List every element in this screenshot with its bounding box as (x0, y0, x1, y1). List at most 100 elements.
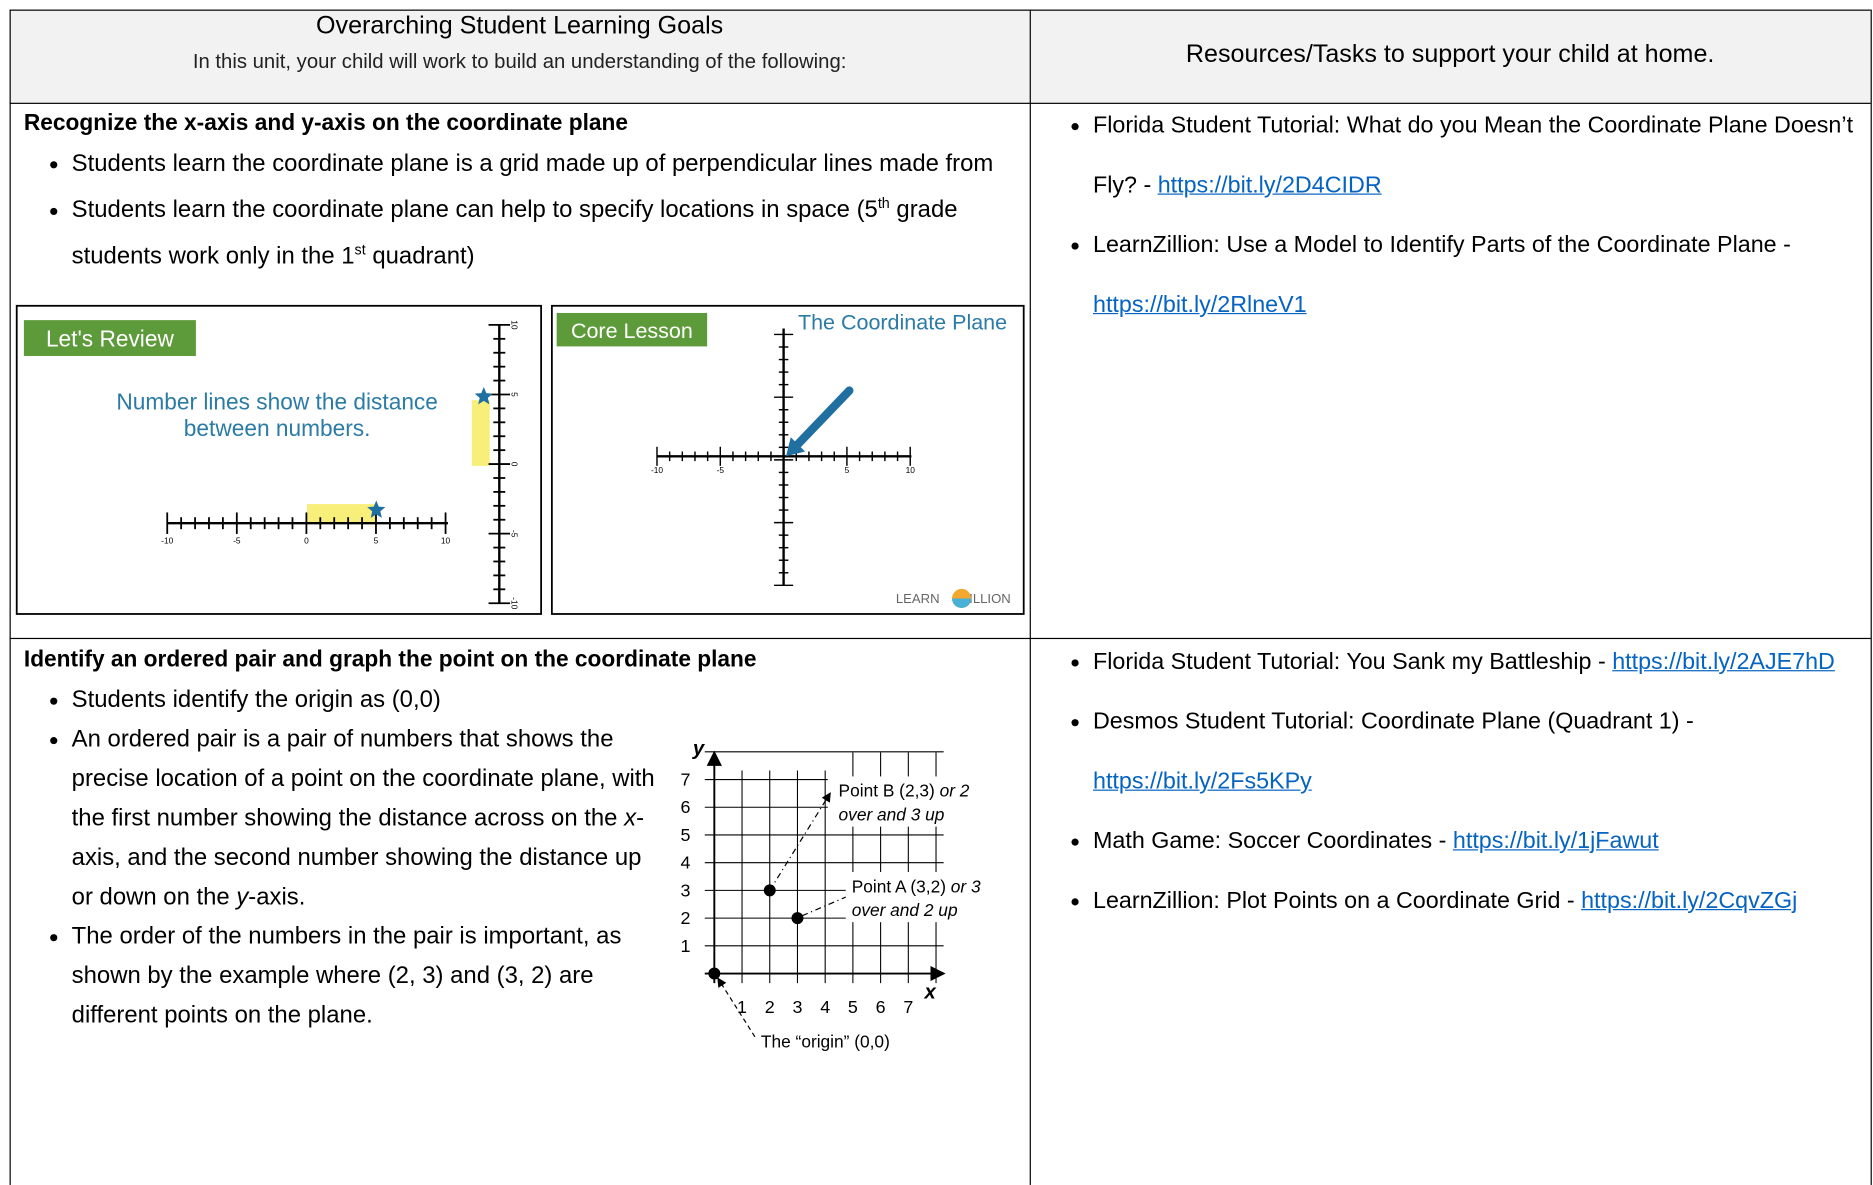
x-number: 7 (903, 997, 913, 1017)
goal-bullets: Students identify the origin as (0,0) An… (24, 681, 657, 1036)
number-line-label: 10 (441, 536, 451, 546)
bullet: An ordered pair is a pair of numbers tha… (72, 720, 657, 917)
highlight (471, 400, 490, 466)
resource-item: Desmos Student Tutorial: Coordinate Plan… (1093, 692, 1873, 811)
bullet-text: Students learn the coordinate plane is a… (71, 150, 994, 177)
header-title: Overarching Student Learning Goals (316, 11, 724, 40)
number-line-label: 0 (304, 536, 309, 546)
star (474, 387, 493, 405)
resource-link[interactable]: https://bit.ly/2AJE7hD (1612, 648, 1835, 675)
axis-label: -5 (717, 465, 725, 475)
resource-text: Florida Student Tutorial: You Sank my Ba… (1092, 648, 1613, 675)
caption: between numbers. (184, 415, 371, 441)
bullet-text: The order of the numbers in the pair is … (71, 923, 622, 1029)
number-line-label: 5 (374, 536, 379, 546)
point (791, 912, 804, 925)
number-line-label: -5 (233, 536, 241, 546)
leader (802, 896, 846, 917)
y-number: 3 (680, 880, 690, 900)
resource-link[interactable]: https://bit.ly/2CqvZGj (1581, 887, 1798, 914)
logo: LEARN ZILLION (896, 591, 1011, 606)
x-number: 4 (820, 997, 830, 1017)
point-label: Point B (2,3) or 2 (839, 781, 970, 801)
bullet-text: quadrant) (365, 242, 475, 270)
logo-text: ZILLION (961, 591, 1011, 606)
table-border (1870, 9, 1872, 1185)
y-number: 2 (680, 908, 690, 928)
bullet-text: Students identify the origin as (0,0) (71, 686, 441, 714)
table-border (9, 637, 1871, 640)
point-label: Point A (3,2) or 3 (852, 876, 981, 896)
table-border (9, 102, 1871, 104)
resource-text: LearnZillion: Use a Model to Identify Pa… (1092, 231, 1791, 259)
bullet-text: Students learn the coordinate plane can … (71, 196, 878, 223)
bullet-text: y (236, 883, 249, 911)
bullet: Students learn the coordinate plane can … (72, 184, 1016, 276)
badge (556, 312, 708, 347)
point-label-note: or 2 (940, 781, 970, 801)
number-line-label: -10 (509, 597, 519, 609)
badge (23, 320, 196, 356)
number-line-label: -5 (509, 530, 519, 538)
number-line-label: -10 (161, 536, 173, 546)
badge-text: Core Lesson (571, 319, 693, 343)
table-border (9, 9, 1871, 11)
bullet-text: grade students work only in the 1 (71, 196, 958, 270)
number-line-label: 0 (509, 462, 519, 467)
resource-text: Florida Student Tutorial: What do you Me… (1092, 112, 1854, 199)
resource-link[interactable]: https://bit.ly/2Fs5KPy (1092, 768, 1312, 795)
point-label-text: Point A (3,2) (852, 876, 946, 896)
logo-text: LEARN (896, 591, 940, 606)
resource-link[interactable]: https://bit.ly/2D4CIDR (1157, 172, 1382, 199)
origin-label: The “origin” (0,0) (761, 1032, 890, 1052)
point-label-text: Point B (2,3) (839, 781, 935, 801)
x-number: 1 (737, 997, 747, 1017)
label-backdrop (845, 871, 1011, 923)
y-number: 7 (680, 770, 690, 790)
bullet: Students learn the coordinate plane is a… (72, 145, 1016, 184)
axis-label: 5 (845, 465, 850, 475)
point-label-note: over and 2 up (852, 900, 958, 920)
axis-name: x (924, 982, 937, 1004)
resource-list: Florida Student Tutorial: What do you Me… (1045, 96, 1869, 335)
x-number: 6 (876, 997, 886, 1017)
y-number: 5 (680, 825, 690, 845)
resource-item: LearnZillion: Use a Model to Identify Pa… (1093, 215, 1869, 334)
point-label-note: over and 3 up (839, 805, 945, 825)
goal-bullets: Students learn the coordinate plane is a… (24, 145, 1015, 277)
x-number: 3 (792, 997, 802, 1017)
resource-text: LearnZillion: Plot Points on a Coordinat… (1092, 887, 1582, 914)
superscript: th (877, 194, 890, 212)
point (708, 967, 721, 980)
x-number: 2 (765, 997, 775, 1017)
number-line-label: 5 (509, 392, 519, 397)
header-background (9, 9, 1871, 103)
bullet-text: An ordered pair is a pair of numbers tha… (71, 726, 655, 832)
resource-list: Florida Student Tutorial: You Sank my Ba… (1045, 632, 1873, 931)
bullet-text: -axis, and the second number showing the… (71, 805, 645, 911)
logo-mark (952, 598, 972, 609)
leader (717, 977, 756, 1038)
header-subtitle: In this unit, your child will work to bu… (192, 50, 847, 73)
bullet: Students identify the origin as (0,0) (72, 681, 657, 720)
image-title: The Coordinate Plane (798, 311, 1007, 335)
goal-title: Recognize the x-axis and y-axis on the c… (23, 111, 629, 137)
resource-item: Florida Student Tutorial: You Sank my Ba… (1093, 632, 1873, 692)
star (367, 500, 386, 518)
badge-text: Let's Review (46, 325, 175, 351)
resource-link[interactable]: https://bit.ly/1jFawut (1452, 827, 1659, 855)
pointer-head (785, 437, 806, 457)
axis-name: y (692, 738, 706, 760)
caption: Number lines show the distance (116, 389, 438, 415)
point-label-note: or 3 (951, 876, 981, 896)
x-number: 5 (848, 997, 858, 1017)
resource-item: Math Game: Soccer Coordinates - https://… (1093, 811, 1873, 871)
resource-text: Desmos Student Tutorial: Coordinate Plan… (1092, 708, 1694, 735)
resource-item: Florida Student Tutorial: What do you Me… (1093, 96, 1869, 215)
superscript: st (354, 240, 366, 258)
resource-link[interactable]: https://bit.ly/2RlneV1 (1092, 291, 1307, 318)
header-title: Resources/Tasks to support your child at… (1185, 40, 1715, 69)
